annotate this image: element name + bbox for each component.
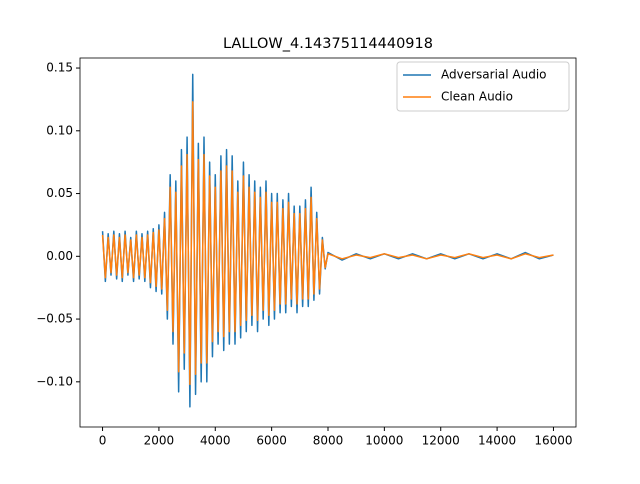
legend-box [396, 61, 570, 112]
y-tick-label: 0.10 [46, 123, 73, 137]
x-tick-label: 12000 [422, 434, 460, 448]
plot-frame [79, 57, 577, 428]
x-tick-label: 16000 [534, 434, 572, 448]
x-tick-label: 14000 [478, 434, 516, 448]
y-tick-label: 0.00 [46, 249, 73, 263]
x-tick-label: 8000 [313, 434, 344, 448]
x-tick-label: 0 [99, 434, 107, 448]
y-tick-label: −0.10 [36, 374, 73, 388]
x-tick-label: 10000 [365, 434, 403, 448]
y-tick-label: −0.05 [36, 312, 73, 326]
legend-label: Adversarial Audio [441, 68, 547, 82]
x-tick-label: 2000 [144, 434, 175, 448]
x-tick-label: 4000 [200, 434, 231, 448]
series-line [101, 101, 554, 386]
series-line [101, 73, 554, 408]
x-tick-label: 6000 [256, 434, 287, 448]
y-tick-label: 0.15 [46, 61, 73, 75]
legend-label: Clean Audio [441, 90, 513, 104]
y-tick-label: 0.05 [46, 186, 73, 200]
chart-title: LALLOW_4.14375114440918 [223, 36, 433, 52]
